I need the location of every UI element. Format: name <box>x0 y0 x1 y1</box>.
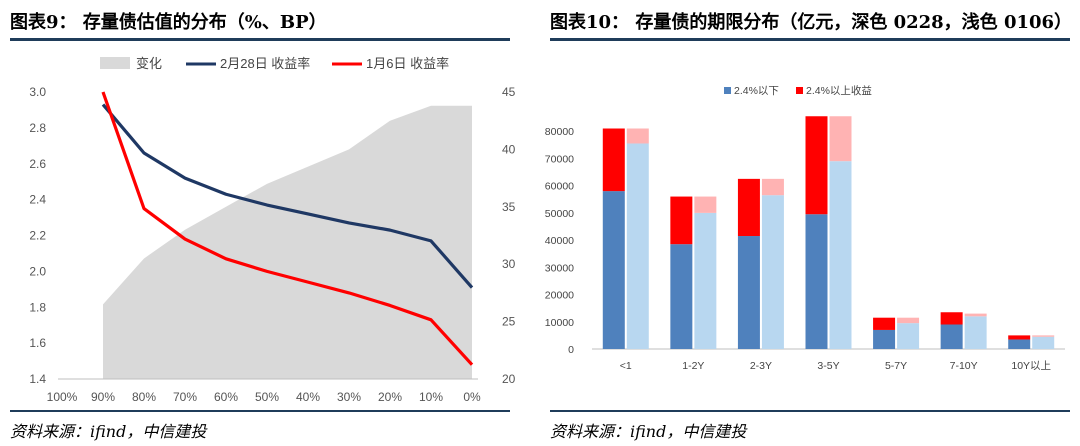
x-tick-label: 2-3Y <box>750 360 772 372</box>
x-tick-label: 10% <box>419 390 443 404</box>
top-rule <box>10 38 510 41</box>
y2-tick-label: 20 <box>502 372 516 386</box>
bottom-rule <box>550 410 1070 412</box>
x-tick-label: 100% <box>47 390 78 404</box>
y-tick-label: 20000 <box>545 290 574 302</box>
x-tick-label: <1 <box>620 360 632 372</box>
y-tick-label: 3.0 <box>29 85 46 99</box>
top-rule <box>550 38 1070 41</box>
bar-0106-above-2.4 <box>694 196 717 213</box>
y-tick-label: 2.6 <box>29 157 46 171</box>
x-tick-label: 7-10Y <box>950 360 978 372</box>
bar-0228-above-2.4 <box>1008 335 1031 340</box>
y2-tick-label: 45 <box>502 85 516 99</box>
left-panel: 图表9： 存量债估值的分布（%、BP） 3.0 2.8 2.6 2.4 2.2 2.0 1.… <box>0 0 520 446</box>
right-panel: 图表10： 存量债的期限分布（亿元，深色 0228，浅色 0106） 80000… <box>540 0 1080 446</box>
chart-title: 图表10： 存量债的期限分布（亿元，深色 0228，浅色 0106） <box>550 12 1073 33</box>
x-tick-label: 10Y以上 <box>1011 360 1051 372</box>
bar-0106-below-2.4 <box>829 161 852 349</box>
y2-tick-label: 30 <box>502 257 516 271</box>
maturity-chart: 80000 70000 60000 50000 40000 30000 20000 10000… <box>545 84 1065 372</box>
x-tick-label: 1-2Y <box>682 360 704 372</box>
bar-0228-below-2.4 <box>940 324 963 349</box>
x-tick-label: 3-5Y <box>817 360 839 372</box>
y-tick-label: 40000 <box>545 235 574 247</box>
valuation-chart: 3.0 2.8 2.6 2.4 2.2 2.0 1.8 1.6 1.4 45 40 35 30 25 20 1… <box>29 56 516 404</box>
y-tick-label: 1.4 <box>29 372 46 386</box>
y2-tick-label: 40 <box>502 142 516 156</box>
bar-0106-above-2.4 <box>1032 335 1055 337</box>
x-tick-label: 90% <box>91 390 115 404</box>
legend-label-below: 2.4%以下 <box>734 85 779 97</box>
y-tick-label: 80000 <box>545 126 574 138</box>
x-tick-label: 0% <box>463 390 481 404</box>
x-tick-label: 70% <box>173 390 197 404</box>
y-tick-label: 50000 <box>545 208 574 220</box>
x-tick-label: 20% <box>378 390 402 404</box>
y2-tick-label: 35 <box>502 200 516 214</box>
bar-0228-above-2.4 <box>805 116 828 215</box>
y-tick-label: 2.2 <box>29 229 46 243</box>
bar-0228-below-2.4 <box>602 191 625 349</box>
y-tick-label: 60000 <box>545 181 574 193</box>
legend-label-above: 2.4%以上收益 <box>806 84 872 97</box>
bar-0228-below-2.4 <box>737 236 760 349</box>
y-tick-label: 70000 <box>545 153 574 165</box>
y-tick-label: 2.8 <box>29 121 46 135</box>
chart-title: 图表9： 存量债估值的分布（%、BP） <box>10 12 327 33</box>
legend-label-0228: 2月28日 收益率 <box>220 56 310 71</box>
y-tick-label: 30000 <box>545 262 574 274</box>
legend-swatch-above <box>796 87 803 94</box>
bar-0106-below-2.4 <box>964 316 987 349</box>
bar-0228-above-2.4 <box>737 178 760 237</box>
legend-label-0106: 1月6日 收益率 <box>366 56 449 71</box>
bar-0106-below-2.4 <box>694 212 717 349</box>
bar-0228-below-2.4 <box>805 214 828 349</box>
source-note: 资料来源：ifind，中信建投 <box>550 422 747 441</box>
y-tick-label: 2.0 <box>29 264 46 278</box>
bar-0106-above-2.4 <box>761 178 784 196</box>
bar-0106-below-2.4 <box>897 323 920 349</box>
bar-0106-below-2.4 <box>626 143 649 349</box>
y-tick-label: 2.4 <box>29 193 46 207</box>
bar-0228-above-2.4 <box>670 196 693 245</box>
bottom-rule <box>10 410 510 412</box>
x-tick-label: 5-7Y <box>885 360 907 372</box>
bar-0106-below-2.4 <box>1032 336 1055 349</box>
bar-0106-above-2.4 <box>964 313 987 317</box>
bar-0228-below-2.4 <box>1008 339 1031 349</box>
bar-0228-above-2.4 <box>602 128 625 192</box>
x-tick-label: 50% <box>255 390 279 404</box>
line-series-0106 <box>101 91 474 366</box>
line-series-0228 <box>101 103 474 289</box>
x-tick-label: 30% <box>337 390 361 404</box>
bar-0228-below-2.4 <box>873 329 896 349</box>
bar-0106-above-2.4 <box>897 317 920 324</box>
x-tick-label: 60% <box>214 390 238 404</box>
bar-0228-below-2.4 <box>670 244 693 349</box>
area-series-change <box>103 105 472 379</box>
y-tick-label: 1.6 <box>29 336 46 350</box>
x-tick-label: 80% <box>132 390 156 404</box>
bar-0106-above-2.4 <box>829 116 852 162</box>
bar-0228-above-2.4 <box>873 317 896 330</box>
y2-tick-label: 25 <box>502 315 516 329</box>
y-tick-label: 0 <box>568 344 574 356</box>
legend-swatch-below <box>724 87 731 94</box>
bar-0106-above-2.4 <box>626 128 649 144</box>
x-tick-label: 40% <box>296 390 320 404</box>
y-tick-label: 1.8 <box>29 300 46 314</box>
source-note: 资料来源：ifind，中信建投 <box>10 422 207 441</box>
bar-0228-above-2.4 <box>940 312 963 325</box>
bar-0106-below-2.4 <box>761 195 784 349</box>
legend-label-change: 变化 <box>136 56 162 71</box>
legend-swatch-change <box>100 57 130 69</box>
y-tick-label: 10000 <box>545 317 574 329</box>
